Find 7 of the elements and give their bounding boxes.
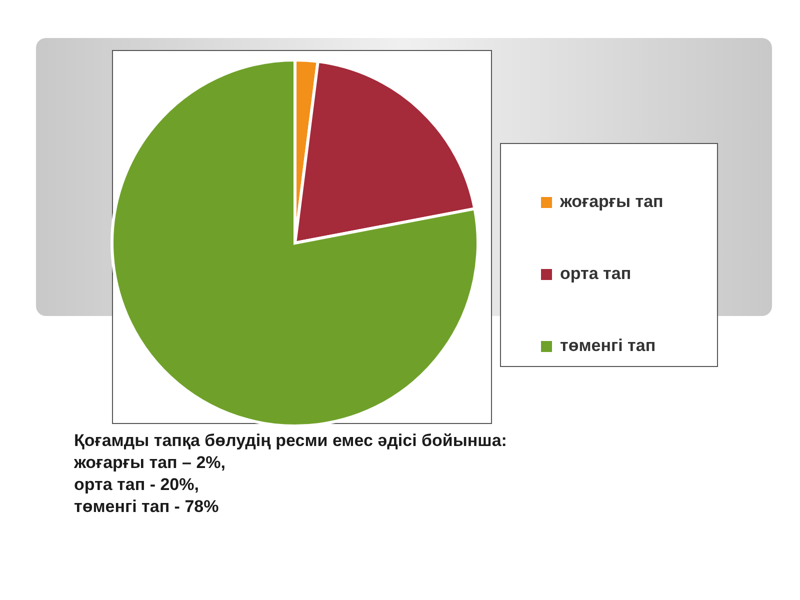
text: жоғарғы тап – 2%, — [74, 452, 226, 474]
legend-label: төменгі тап — [559, 335, 657, 357]
legend-label: орта тап — [559, 263, 632, 285]
text: төменгі тап - 78% — [74, 496, 220, 518]
text: орта тап - 20%, — [74, 474, 200, 496]
legend-label: жоғарғы тап — [559, 191, 664, 213]
text: Қоғамды тапқа бөлудің ресми емес әдісі бойынша: — [74, 430, 507, 452]
